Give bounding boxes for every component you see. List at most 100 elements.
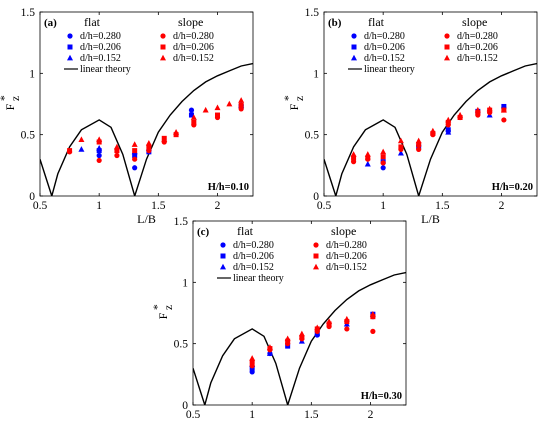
annotation-label: H/h=0.20 xyxy=(492,182,533,193)
data-point xyxy=(226,100,233,107)
plot-frame xyxy=(39,11,254,197)
data-point xyxy=(380,148,387,155)
data-point xyxy=(457,111,464,118)
legend-entry: d/h=0.206 xyxy=(233,251,274,262)
data-point xyxy=(416,141,422,147)
data-point xyxy=(380,165,386,171)
x-tick-label: 0.5 xyxy=(33,200,48,212)
x-tick-label: 1.5 xyxy=(435,200,450,212)
data-point xyxy=(398,144,404,150)
data-point xyxy=(96,157,102,164)
legend-marker xyxy=(313,242,319,248)
linear-theory-curve xyxy=(40,62,253,196)
legend-marker xyxy=(444,33,450,39)
data-point xyxy=(475,110,481,116)
data-point xyxy=(249,355,256,361)
data-point xyxy=(343,315,350,322)
data-point xyxy=(191,119,197,125)
legend-entry: d/h=0.152 xyxy=(233,262,274,273)
x-tick-label: 2 xyxy=(368,409,374,421)
data-point xyxy=(132,153,138,159)
data-point xyxy=(344,319,350,325)
data-point xyxy=(326,318,333,324)
legend-marker xyxy=(67,54,73,61)
data-point xyxy=(132,148,138,154)
y-tick-label: 1 xyxy=(182,277,188,289)
y-axis-label: F * z xyxy=(0,95,22,110)
x-tick-label: 2 xyxy=(499,200,505,212)
data-point xyxy=(397,149,404,156)
data-point xyxy=(266,350,273,356)
legend-marker xyxy=(313,253,319,259)
plot-frame xyxy=(192,220,407,406)
data-point xyxy=(67,148,73,154)
legend-entry: linear theory xyxy=(80,64,131,75)
x-axis-label: L/B xyxy=(137,212,156,226)
y-axis-label-sub: z xyxy=(163,305,175,310)
legend-entry: linear theory xyxy=(233,273,284,284)
linear-theory-curve xyxy=(193,271,406,405)
data-point xyxy=(445,129,452,135)
data-point xyxy=(188,112,194,118)
data-point xyxy=(298,330,305,337)
legend-entry: d/h=0.206 xyxy=(457,42,498,53)
data-point xyxy=(326,321,332,327)
y-tick-label: 1.5 xyxy=(305,7,320,19)
y-tick-label: 0 xyxy=(313,191,319,203)
legend-marker xyxy=(220,242,226,248)
data-point xyxy=(369,311,376,317)
linear-theory-curve xyxy=(324,62,537,196)
y-tick-label: 0.5 xyxy=(21,130,36,142)
y-tick-label: 0 xyxy=(182,400,188,412)
panel-label: (a) xyxy=(44,17,57,29)
x-tick-label: 1 xyxy=(380,200,386,212)
legend-entry: d/h=0.206 xyxy=(173,42,214,53)
legend-header-slope: slope xyxy=(462,15,487,29)
data-point xyxy=(285,338,291,344)
data-point xyxy=(114,152,120,159)
y-axis-label: F * z xyxy=(283,95,306,110)
legend-entry: d/h=0.152 xyxy=(173,53,214,64)
data-point xyxy=(266,344,273,350)
data-point xyxy=(314,324,321,331)
data-point xyxy=(238,102,244,108)
legend-entry: d/h=0.152 xyxy=(364,53,405,64)
panel-label: (b) xyxy=(328,17,342,29)
data-point xyxy=(415,137,422,144)
data-point xyxy=(173,129,180,135)
data-point xyxy=(161,136,168,142)
y-tick-label: 0.5 xyxy=(174,339,189,351)
data-point xyxy=(202,106,209,113)
data-point xyxy=(299,335,305,341)
legend-header-slope: slope xyxy=(331,224,356,238)
data-point xyxy=(380,160,386,166)
x-tick-label: 2 xyxy=(215,200,221,212)
y-axis-label: F * z xyxy=(152,304,175,319)
legend-entry: d/h=0.152 xyxy=(80,53,121,64)
legend-marker xyxy=(160,33,166,39)
data-point xyxy=(214,104,221,111)
data-point xyxy=(188,107,195,113)
data-point xyxy=(474,106,481,113)
legend-marker xyxy=(351,54,357,61)
data-point xyxy=(78,136,85,142)
data-point xyxy=(96,136,103,142)
data-point xyxy=(500,106,507,113)
data-point xyxy=(114,148,120,154)
legend-entry: d/h=0.206 xyxy=(326,251,367,262)
data-point xyxy=(351,155,357,161)
data-point xyxy=(131,141,138,147)
legend-header-flat: flat xyxy=(368,15,385,29)
data-point xyxy=(146,144,152,150)
y-axis-label-sub: z xyxy=(10,96,22,101)
legend-marker xyxy=(220,263,226,270)
data-point xyxy=(370,328,376,334)
legend-header-slope: slope xyxy=(178,15,203,29)
data-point xyxy=(501,103,507,109)
data-point xyxy=(173,132,179,138)
data-point xyxy=(284,335,291,342)
legend-entry: linear theory xyxy=(364,64,415,75)
data-point xyxy=(238,97,245,103)
panel-label: (c) xyxy=(197,226,210,238)
